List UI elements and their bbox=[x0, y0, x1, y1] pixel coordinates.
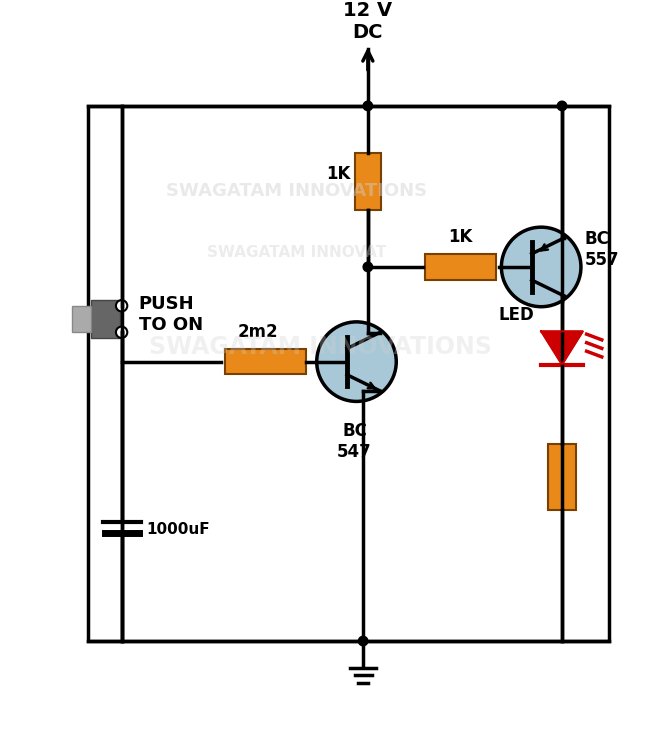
Text: 1K: 1K bbox=[449, 228, 473, 246]
Circle shape bbox=[116, 300, 127, 311]
Text: 2m2: 2m2 bbox=[238, 323, 278, 341]
Text: SWAGATAM INNOVATIONS: SWAGATAM INNOVATIONS bbox=[166, 182, 428, 200]
Bar bbox=[425, 254, 496, 280]
Text: PUSH
TO ON: PUSH TO ON bbox=[138, 295, 203, 333]
Text: SWAGATAM INNOVAT: SWAGATAM INNOVAT bbox=[207, 245, 386, 260]
Polygon shape bbox=[541, 331, 583, 365]
Bar bbox=[548, 444, 576, 510]
Text: LED: LED bbox=[499, 306, 534, 324]
Circle shape bbox=[358, 636, 368, 645]
Circle shape bbox=[558, 101, 567, 110]
Circle shape bbox=[363, 101, 372, 110]
Circle shape bbox=[317, 322, 396, 401]
Circle shape bbox=[363, 262, 372, 272]
Bar bbox=[72, 306, 92, 333]
Circle shape bbox=[116, 327, 127, 338]
Bar bbox=[225, 349, 306, 374]
Text: SWAGATAM INNOVATIONS: SWAGATAM INNOVATIONS bbox=[149, 336, 492, 360]
Text: 12 V
DC: 12 V DC bbox=[343, 1, 392, 42]
Text: BC
557: BC 557 bbox=[585, 230, 619, 269]
Text: 1000uF: 1000uF bbox=[146, 522, 210, 537]
Bar bbox=[88, 106, 610, 641]
Text: BC
547: BC 547 bbox=[337, 423, 372, 461]
Bar bbox=[92, 300, 120, 338]
Bar bbox=[355, 154, 381, 210]
Text: 1K: 1K bbox=[326, 165, 351, 183]
Circle shape bbox=[501, 227, 581, 307]
